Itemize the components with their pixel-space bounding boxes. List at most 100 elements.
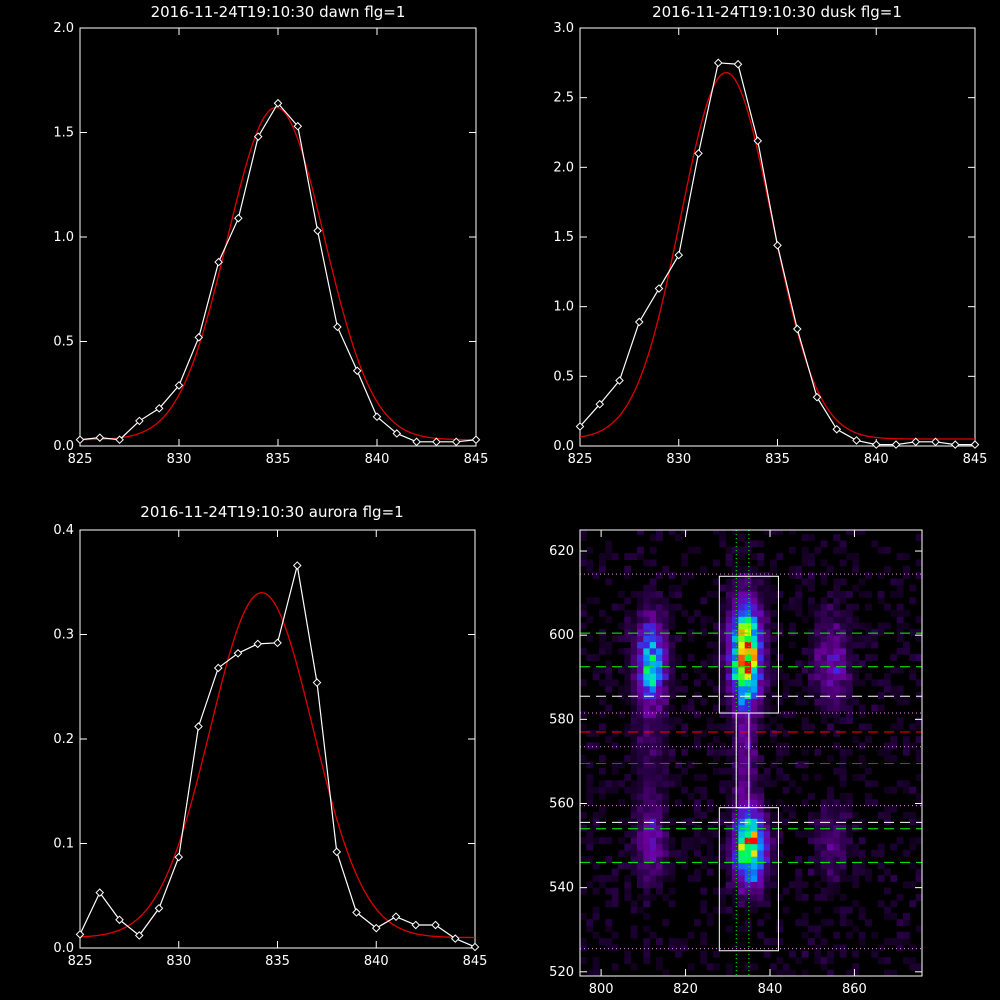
heatmap-cell [890,723,898,731]
heatmap-cell [814,641,822,649]
heatmap-cell [820,641,828,649]
heatmap-cell [624,830,632,838]
heatmap-cell [909,597,917,605]
heatmap-cell [592,572,600,579]
heatmap-cell [687,837,695,845]
heatmap-cell [795,868,803,876]
heatmap-cell [706,919,714,927]
heatmap-cell [656,830,663,838]
heatmap-cell [858,931,866,939]
heatmap-cell [656,673,663,680]
heatmap-cell [884,811,891,819]
heatmap-cell [801,534,809,542]
heatmap-cell [744,685,752,693]
heatmap-cell [763,818,771,826]
heatmap-cell [656,875,663,882]
heatmap-cell [732,761,739,769]
heatmap-cell [700,774,708,781]
heatmap-cell [649,931,657,939]
heatmap-cell [732,530,739,535]
heatmap-cell [738,881,746,889]
heatmap-cell [833,578,841,586]
heatmap-cell [725,679,733,687]
heatmap-cell [763,774,771,781]
heatmap-cell [776,837,784,845]
heatmap-cell [757,641,765,649]
heatmap-cell [694,849,701,857]
dawn-y-tick-label: 1.5 [53,126,74,141]
heatmap-cell [890,742,898,750]
heatmap-cell [846,591,853,598]
heatmap-cell [751,666,758,674]
heatmap-cell [865,628,872,636]
heatmap-cell [700,793,708,800]
heatmap-cell [846,837,853,845]
heatmap-cell [637,742,644,750]
dusk-data-point [970,440,980,449]
heatmap-cell [732,584,739,592]
heatmap-cell [890,609,898,617]
heatmap-cell [694,679,701,687]
heatmap-cell [820,868,828,876]
heatmap-cell [852,881,860,889]
heatmap-cell [744,837,752,845]
heatmap-cell [763,805,771,813]
heatmap-cell [675,591,682,598]
heatmap-cell [732,622,739,630]
heatmap-cell [814,856,822,863]
heatmap-cell [713,660,720,668]
heatmap-cell [833,837,841,845]
heatmap-cell [915,736,922,744]
heatmap-cell [649,780,657,788]
heatmap-cell [630,925,638,933]
heatmap-cell [725,755,733,762]
heatmap-cell [795,786,803,794]
heatmap-cell [586,546,594,554]
heatmap-cell [839,862,847,870]
heatmap-cell [738,553,746,560]
heatmap-cell [662,824,670,832]
heatmap-cell [662,641,670,649]
aurora-data-point [411,920,421,930]
heatmap-cell [814,666,822,674]
heatmap-cell [814,546,822,554]
heatmap-cell [732,578,739,586]
heatmap-cell [877,843,885,851]
heatmap-cell [643,628,651,636]
heatmap-cell [656,881,663,889]
heatmap-cell [789,710,796,718]
heatmap-cell [751,805,758,813]
heatmap-cell [763,609,771,617]
heatmap-cell [675,856,682,863]
heatmap-cell [637,824,644,832]
heatmap-cell [732,843,739,851]
dusk-data-point [832,424,842,434]
spectrum-image-overlays [580,530,922,976]
heatmap-cell [827,799,834,807]
heatmap-cell [744,540,752,548]
heatmap-cell [662,729,670,737]
heatmap-cell [662,894,670,901]
heatmap-cell [808,609,815,617]
heatmap-cell [649,692,657,699]
heatmap-cell [820,875,828,882]
heatmap-cell [738,622,746,630]
heatmap-cell [789,780,796,788]
heatmap-cell [871,540,879,548]
heatmap-cell [744,565,752,573]
heatmap-cell [757,868,765,876]
heatmap-cell [611,786,619,794]
heatmap-cell [757,875,765,882]
heatmap-cell [915,559,922,567]
heatmap-cell [687,616,695,624]
heatmap-cell [738,641,746,649]
heatmap-cell [649,673,657,680]
heatmap-cell [694,811,701,819]
heatmap-cell [744,818,752,826]
aurora-x-tick-label: 845 [463,954,488,969]
spectrum-image-x-tick-label: 860 [842,982,867,997]
heatmap-cell [637,609,644,617]
heatmap-cell [757,673,765,680]
heatmap-cell [839,704,847,712]
heatmap-cell [630,654,638,661]
